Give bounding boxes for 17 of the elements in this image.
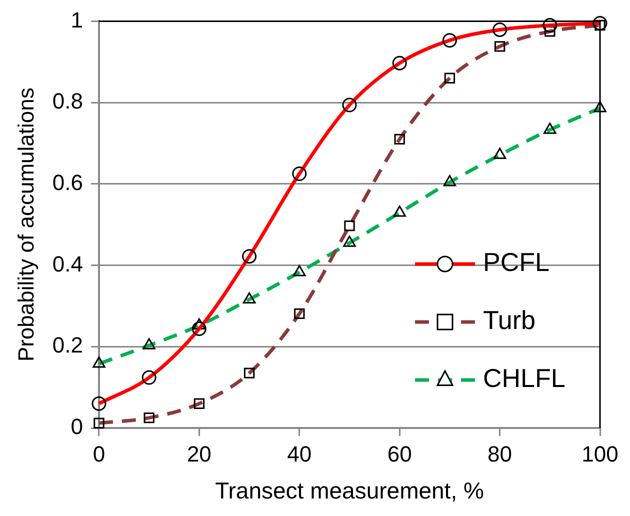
y-tick-label: 0.2 — [52, 332, 83, 358]
legend-label: Turb — [483, 305, 536, 336]
x-tick-label: 100 — [582, 441, 618, 466]
x-tick-label: 80 — [488, 441, 512, 466]
x-tick-label: 20 — [186, 441, 212, 466]
y-tick-label: 0.6 — [52, 170, 83, 195]
legend-label: CHLFL — [483, 363, 566, 394]
x-tick-label: 40 — [287, 441, 312, 466]
x-tick-label: 0 — [92, 441, 106, 466]
x-axis-title: Transect measurement, % — [215, 478, 484, 504]
y-tick-label: 1 — [70, 7, 83, 32]
y-tick-label: 0 — [70, 414, 83, 440]
x-tick-label: 60 — [387, 441, 412, 466]
y-axis-title: Probability of accumulations — [13, 88, 38, 362]
y-tick-label: 0.4 — [52, 251, 83, 276]
y-tick-label: 0.8 — [52, 88, 83, 114]
legend-label: PCFL — [483, 247, 550, 278]
